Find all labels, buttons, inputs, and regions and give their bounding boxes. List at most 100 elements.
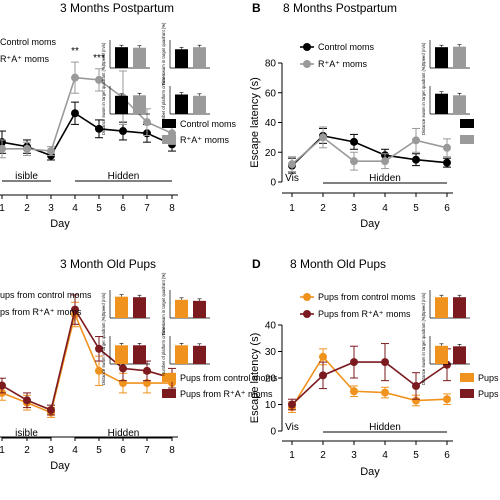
y-axis-label: Escape latency (s) [249, 77, 261, 167]
x-tick-label: 5 [96, 203, 102, 214]
data-point [95, 344, 103, 353]
inset-bar-chart: Speed (m/s) [421, 40, 470, 69]
data-point [71, 109, 79, 118]
panel-D: D 8 Month Old Pups 0 10 20 30 40 Escape latency… [249, 257, 499, 478]
legend-marker [303, 60, 311, 68]
series-line-1 [2, 76, 173, 152]
y-tick-label: 80 [265, 59, 277, 70]
legend-swatch [162, 119, 176, 128]
data-point [381, 388, 389, 397]
x-tick-label: 3 [351, 203, 357, 214]
data-point [95, 124, 103, 133]
x-tick-label: 3 [351, 450, 357, 461]
x-axis-label: Day [50, 218, 70, 230]
inset-bar-chart: Number of platform crosses [161, 74, 210, 126]
x-tick-label: 2 [320, 450, 326, 461]
data-point [71, 73, 79, 82]
x-tick-label: 7 [144, 203, 150, 214]
y-tick-label: 60 [265, 88, 277, 99]
legend-swatch [460, 373, 474, 382]
phase-label: Vis [285, 173, 299, 184]
phase-label: isible [15, 171, 38, 182]
data-point [47, 147, 55, 156]
y-tick-label: 20 [265, 374, 277, 385]
x-tick-label: 8 [169, 203, 175, 214]
inset-bar [175, 49, 188, 68]
phase-label: Hidden [369, 173, 401, 184]
data-point [143, 118, 151, 127]
inset-label: Distance swam in target quadrant (%) [101, 64, 106, 135]
legend-label: Pups from R⁺A⁺ moms [180, 389, 273, 399]
inset-bar-chart: Distance swam in target quadrant (%) [101, 314, 150, 385]
panel-letter: D [252, 257, 261, 271]
legend-label: ps from R⁺A⁺ moms [0, 307, 82, 317]
data-point [412, 136, 420, 145]
inset-bar [453, 346, 466, 364]
x-tick-label: 2 [320, 203, 326, 214]
panel-title: 8 Month Old Pups [290, 257, 386, 271]
x-tick-label: 6 [444, 450, 450, 461]
inset-bar [115, 296, 128, 318]
series-line-1 [291, 136, 448, 165]
x-tick-label: 7 [144, 445, 150, 456]
legend-swatch [460, 119, 474, 128]
y-axis-label: Escape latency (s) [249, 333, 261, 423]
data-point [443, 158, 451, 167]
series-line-0 [1, 112, 173, 157]
panel-letter: B [252, 1, 261, 15]
legend-label: Pups from control moms [318, 292, 416, 302]
legend-marker [303, 310, 311, 318]
panel-title: 8 Months Postpartum [283, 1, 397, 15]
inset-bar [435, 297, 448, 318]
x-axis-label: Day [360, 466, 380, 478]
legend-label: R⁺A⁺ moms [318, 59, 368, 69]
inset-bar [175, 94, 188, 114]
inset-bar [435, 345, 448, 364]
data-point [0, 138, 6, 147]
legend-label: Pups [478, 373, 499, 383]
inset-bar [193, 95, 206, 114]
inset-bar [133, 297, 146, 318]
data-point [319, 371, 327, 380]
panel-title: 3 Month Old Pups [60, 257, 156, 271]
legend-marker [303, 293, 311, 301]
inset-bar-chart: Speed (m/s) [421, 290, 470, 319]
inset-bar [193, 345, 206, 364]
data-point [119, 364, 127, 373]
x-tick-label: 2 [24, 445, 30, 456]
inset-label: Speed (m/s) [421, 42, 426, 65]
legend-label: ups from control moms [0, 290, 92, 300]
y-tick-label: 30 [265, 347, 277, 358]
inset-label: Number of platform crosses [161, 74, 166, 125]
phase-label: isible [15, 428, 38, 439]
legend-marker [303, 43, 311, 51]
legend-swatch [460, 135, 474, 144]
data-point [350, 137, 358, 146]
phase-label: Hidden [108, 171, 140, 182]
inset-bar [435, 47, 448, 68]
inset-bar [133, 95, 146, 114]
inset-bar-chart: Speed (m/s) [101, 40, 150, 69]
inset-label: Number of platform crosses [161, 324, 166, 375]
x-tick-label: 5 [413, 450, 419, 461]
data-point [23, 144, 31, 153]
data-point [288, 400, 296, 409]
legend-label: R⁺A⁺ moms [180, 135, 230, 145]
data-point [350, 387, 358, 396]
y-tick-label: 10 [265, 400, 277, 411]
legend-swatch [162, 135, 176, 144]
inset-bar [115, 345, 128, 364]
legend-label: Control moms [0, 37, 57, 47]
x-tick-label: 4 [382, 203, 388, 214]
inset-bar [175, 345, 188, 364]
x-tick-label: 5 [413, 203, 419, 214]
inset-bar [453, 95, 466, 114]
x-tick-label: 8 [169, 445, 175, 456]
data-point [0, 381, 6, 390]
x-tick-label: 2 [24, 203, 30, 214]
legend-label: Pups from R⁺A⁺ moms [318, 309, 411, 319]
inset-bar [435, 93, 448, 114]
inset-bar-chart: Time swam in target quadrant (%) [161, 272, 210, 335]
inset-bar [193, 47, 206, 68]
inset-bar-chart: Distance swam in target quadrant (%) [101, 64, 150, 135]
